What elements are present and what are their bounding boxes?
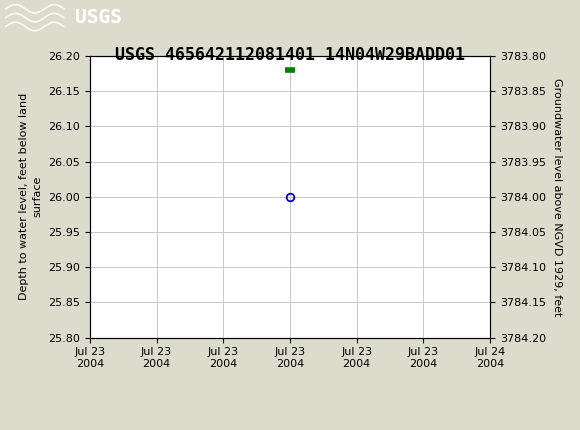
Legend: Period of approved data: Period of approved data xyxy=(191,427,389,430)
Y-axis label: Groundwater level above NGVD 1929, feet: Groundwater level above NGVD 1929, feet xyxy=(552,77,561,316)
Text: USGS: USGS xyxy=(75,8,122,27)
Text: USGS 465642112081401 14N04W29BADD01: USGS 465642112081401 14N04W29BADD01 xyxy=(115,46,465,64)
Y-axis label: Depth to water level, feet below land
surface: Depth to water level, feet below land su… xyxy=(19,93,43,300)
